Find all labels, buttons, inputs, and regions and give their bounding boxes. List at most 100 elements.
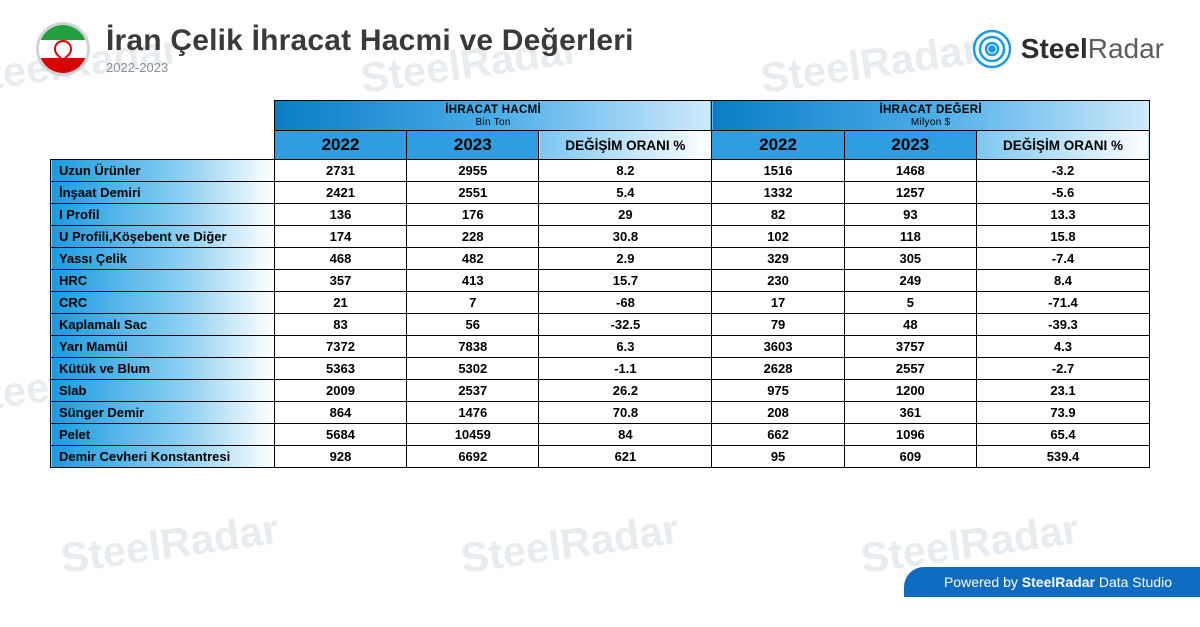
blank-header [51,131,275,160]
footer-credit: Powered by SteelRadar Data Studio [904,567,1200,597]
cell-volume-2022: 7372 [274,336,406,358]
cell-value-2022: 975 [712,380,844,402]
row-label: Kaplamalı Sac [51,314,275,336]
cell-value-2022: 17 [712,292,844,314]
cell-volume-2023: 7838 [407,336,539,358]
row-label: Slab [51,380,275,402]
cell-volume-change: 29 [539,204,712,226]
cell-value-2023: 2557 [844,358,976,380]
row-label: CRC [51,292,275,314]
data-table-container: İHRACAT HACMİBin Ton İHRACAT DEĞERİMilyo… [0,86,1200,468]
cell-value-2022: 329 [712,248,844,270]
cell-volume-change: -1.1 [539,358,712,380]
cell-volume-change: 70.8 [539,402,712,424]
cell-volume-2022: 357 [274,270,406,292]
cell-value-change: 65.4 [976,424,1149,446]
cell-volume-change: 2.9 [539,248,712,270]
cell-volume-change: 8.2 [539,160,712,182]
cell-volume-2022: 5363 [274,358,406,380]
cell-value-2022: 3603 [712,336,844,358]
table-row: CRC217-68175-71.4 [51,292,1150,314]
col-header-year-b: 2023 [844,131,976,160]
cell-value-change: -7.4 [976,248,1149,270]
col-header-year-a: 2022 [274,131,406,160]
cell-value-change: -39.3 [976,314,1149,336]
cell-volume-2023: 228 [407,226,539,248]
cell-volume-2022: 2731 [274,160,406,182]
cell-value-change: 15.8 [976,226,1149,248]
cell-value-change: -2.7 [976,358,1149,380]
cell-value-change: 4.3 [976,336,1149,358]
table-row: HRC35741315.72302498.4 [51,270,1150,292]
cell-volume-2023: 2551 [407,182,539,204]
cell-value-2022: 662 [712,424,844,446]
cell-value-2023: 3757 [844,336,976,358]
cell-volume-2023: 6692 [407,446,539,468]
watermark-text: SteelRadar [458,505,682,583]
cell-volume-change: 5.4 [539,182,712,204]
page-subtitle: 2022-2023 [106,60,971,75]
cell-volume-2023: 413 [407,270,539,292]
cell-value-change: 23.1 [976,380,1149,402]
cell-value-2022: 1332 [712,182,844,204]
cell-volume-2022: 136 [274,204,406,226]
cell-value-2022: 95 [712,446,844,468]
cell-value-change: 13.3 [976,204,1149,226]
cell-value-change: 8.4 [976,270,1149,292]
cell-value-2022: 208 [712,402,844,424]
cell-value-2023: 48 [844,314,976,336]
cell-volume-2022: 5684 [274,424,406,446]
table-row: I Profil13617629829313.3 [51,204,1150,226]
cell-volume-2022: 468 [274,248,406,270]
cell-volume-change: -68 [539,292,712,314]
row-label: Pelet [51,424,275,446]
cell-volume-change: 15.7 [539,270,712,292]
table-row: Sünger Demir864147670.820836173.9 [51,402,1150,424]
table-row: İnşaat Demiri242125515.413321257-5.6 [51,182,1150,204]
cell-value-2023: 1096 [844,424,976,446]
cell-volume-change: 621 [539,446,712,468]
cell-volume-2023: 10459 [407,424,539,446]
cell-value-change: -5.6 [976,182,1149,204]
cell-value-2023: 361 [844,402,976,424]
cell-volume-2022: 83 [274,314,406,336]
cell-volume-2022: 21 [274,292,406,314]
cell-value-2023: 1257 [844,182,976,204]
cell-value-2023: 1468 [844,160,976,182]
watermark-text: SteelRadar [58,505,282,583]
radar-icon [971,28,1013,70]
row-label: Uzun Ürünler [51,160,275,182]
title-block: İran Çelik İhracat Hacmi ve Değerleri 20… [106,24,971,75]
cell-value-2022: 82 [712,204,844,226]
cell-value-2023: 1200 [844,380,976,402]
cell-value-change: -71.4 [976,292,1149,314]
row-label: HRC [51,270,275,292]
row-label: U Profili,Köşebent ve Diğer [51,226,275,248]
cell-volume-change: 26.2 [539,380,712,402]
cell-value-2023: 93 [844,204,976,226]
cell-value-2022: 230 [712,270,844,292]
row-label: Sünger Demir [51,402,275,424]
page-title: İran Çelik İhracat Hacmi ve Değerleri [106,24,971,58]
cell-volume-2022: 864 [274,402,406,424]
group-header-value: İHRACAT DEĞERİMilyon $ [712,101,1150,131]
table-row: Yarı Mamül737278386.3360337574.3 [51,336,1150,358]
table-row: Kaplamalı Sac8356-32.57948-39.3 [51,314,1150,336]
table-row: Kütük ve Blum53635302-1.126282557-2.7 [51,358,1150,380]
table-row: Uzun Ürünler273129558.215161468-3.2 [51,160,1150,182]
iran-flag-icon [36,22,90,76]
cell-volume-2022: 928 [274,446,406,468]
table-row: Demir Cevheri Konstantresi92866926219560… [51,446,1150,468]
cell-volume-2022: 174 [274,226,406,248]
cell-value-2023: 609 [844,446,976,468]
cell-volume-2023: 56 [407,314,539,336]
row-label: Yarı Mamül [51,336,275,358]
cell-value-2022: 102 [712,226,844,248]
cell-volume-2023: 7 [407,292,539,314]
row-label: İnşaat Demiri [51,182,275,204]
row-label: Demir Cevheri Konstantresi [51,446,275,468]
cell-volume-change: -32.5 [539,314,712,336]
cell-volume-2023: 5302 [407,358,539,380]
brand-logo: SteelRadar [971,28,1164,70]
cell-value-2022: 2628 [712,358,844,380]
